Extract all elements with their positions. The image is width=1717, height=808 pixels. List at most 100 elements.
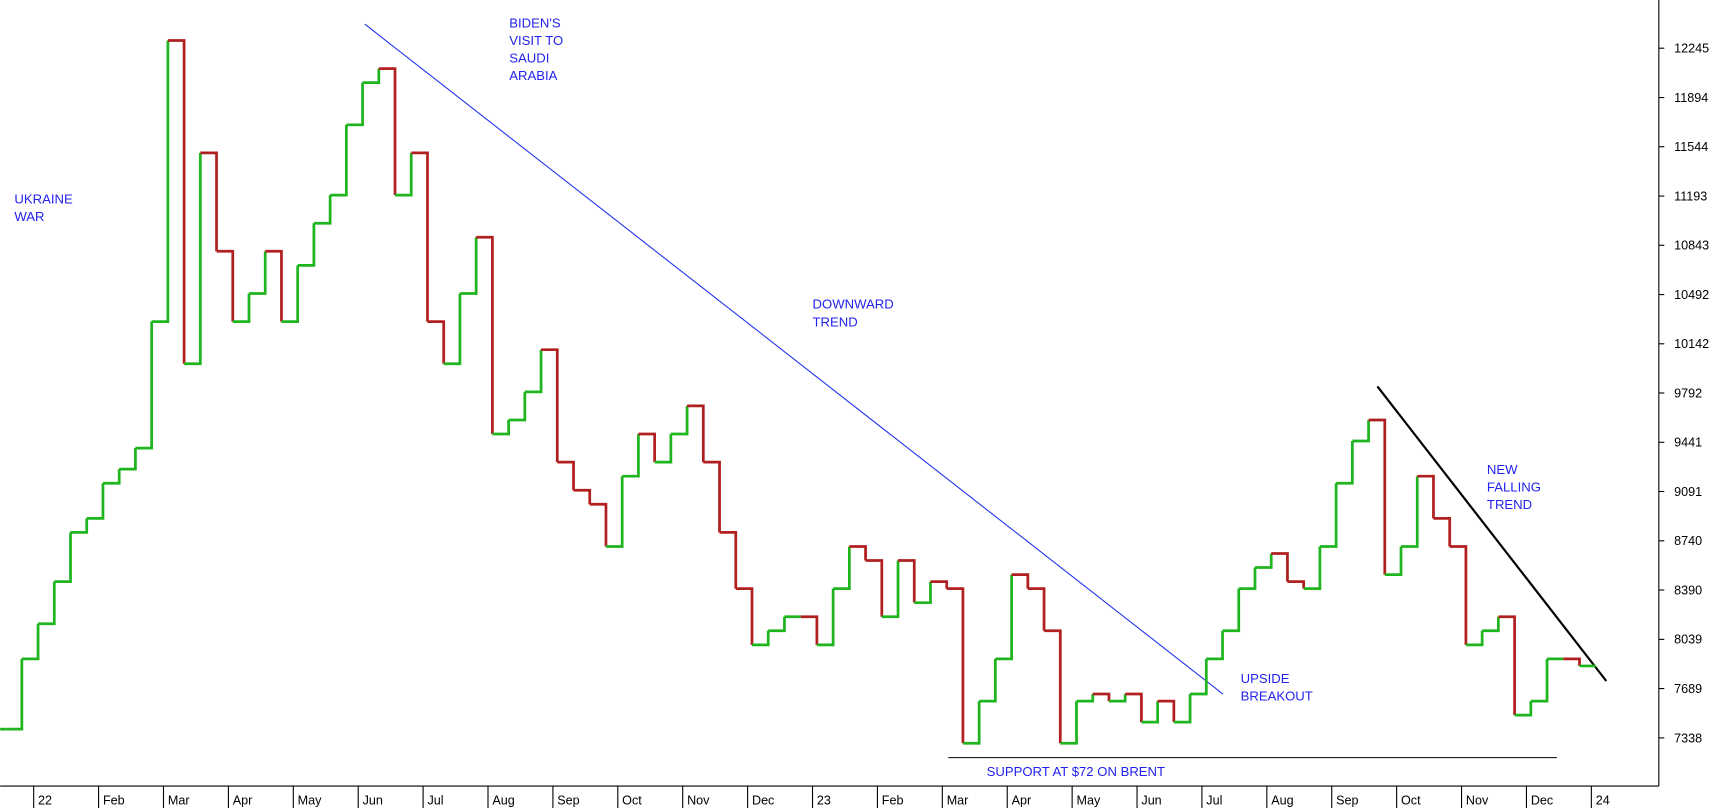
x-tick-label: Dec: [752, 794, 774, 808]
y-tick-label: 10142: [1674, 337, 1709, 351]
price-step: [898, 559, 916, 603]
falling-trend-line: [1376, 385, 1608, 682]
x-tick-label: Aug: [492, 794, 514, 808]
annotation-line: TREND: [813, 314, 858, 329]
annotation-line: SUPPORT AT $72 ON BRENT: [987, 764, 1165, 779]
price-step: [1044, 629, 1062, 744]
price-step: [313, 195, 332, 225]
annotation: NEW FALLING TREND: [1487, 462, 1541, 512]
x-tick-label: Jul: [427, 794, 443, 808]
price-step: [1190, 658, 1208, 696]
price-step: [459, 237, 478, 295]
y-tick-label: 12245: [1674, 42, 1709, 56]
price-step: [687, 404, 705, 463]
annotation-line: DOWNWARD: [813, 297, 894, 312]
price-step: [248, 251, 267, 295]
price-step: [54, 532, 72, 583]
price-step: [151, 40, 170, 323]
annotation-line: WAR: [14, 209, 44, 224]
price-step: [1368, 418, 1387, 575]
price-step: [1303, 546, 1322, 590]
price-step: [670, 405, 689, 436]
price-step: [508, 391, 527, 422]
price-step: [1482, 616, 1500, 633]
y-tick-label: 9091: [1674, 485, 1702, 499]
x-tick-label: 22: [38, 794, 52, 808]
x-tick-label: Oct: [1401, 794, 1421, 808]
price-step: [1449, 545, 1468, 645]
price-step: [38, 581, 56, 626]
price-step: [86, 483, 105, 520]
price-step: [1514, 701, 1533, 717]
x-tick-label: May: [1077, 794, 1101, 808]
annotation-line: SAUDI: [509, 50, 549, 65]
price-step: [1060, 701, 1078, 745]
y-tick-label: 7689: [1674, 682, 1702, 696]
price-step: [70, 518, 89, 534]
x-tick-label: Jun: [1141, 794, 1161, 808]
y-tick-label: 8740: [1674, 534, 1702, 548]
y-tick-label: 11193: [1674, 189, 1707, 203]
x-tick-label: Feb: [103, 794, 125, 808]
annotation: DOWNWARD TREND: [813, 297, 894, 330]
price-step: [427, 320, 446, 364]
price-step: [281, 265, 300, 323]
price-step: [524, 349, 543, 394]
price-step: [800, 615, 819, 645]
price-step: [1498, 615, 1516, 716]
x-tick-label: 24: [1596, 794, 1610, 808]
y-tick-label: 10843: [1674, 239, 1709, 253]
x-tick-label: Aug: [1271, 794, 1293, 808]
price-step: [1222, 588, 1241, 633]
price-step: [1417, 474, 1435, 519]
annotation-line: BIDEN'S: [509, 15, 561, 30]
price-step: [346, 82, 364, 127]
price-step: [330, 124, 348, 197]
y-tick-label: 11544: [1674, 140, 1708, 154]
price-step: [1027, 587, 1046, 631]
annotation: UKRAINE WAR: [14, 192, 73, 225]
price-step: [557, 460, 575, 491]
y-tick-label: 8039: [1674, 633, 1702, 647]
annotation: BIDEN'S VISIT TO SAUDI ARABIA: [509, 15, 563, 83]
price-step: [979, 658, 997, 703]
price-step: [1319, 483, 1338, 548]
price-step: [443, 293, 462, 366]
price-step: [216, 249, 235, 322]
price-step: [119, 448, 137, 471]
price-step: [1173, 694, 1192, 724]
price-step: [1433, 516, 1452, 547]
price-step: [1287, 580, 1306, 589]
price-step: [833, 546, 851, 590]
annotation-line: BREAKOUT: [1241, 689, 1313, 704]
price-step: [1401, 476, 1419, 548]
downward-trend-line: [364, 23, 1224, 695]
price-step: [1108, 694, 1127, 703]
price-step: [411, 151, 429, 322]
price-step: [881, 560, 900, 619]
annotation-line: TREND: [1487, 497, 1532, 512]
price-step: [1157, 699, 1176, 723]
price-step: [962, 701, 981, 745]
annotation: UPSIDE BREAKOUT: [1241, 671, 1313, 704]
y-tick-label: 8390: [1674, 583, 1702, 597]
price-step: [1238, 567, 1257, 590]
price-step: [395, 152, 413, 197]
price-step: [1384, 546, 1403, 576]
price-step: [167, 39, 186, 364]
annotation: SUPPORT AT $72 ON BRENT: [987, 764, 1165, 779]
price-step: [638, 432, 657, 463]
y-tick-label: 9441: [1674, 436, 1702, 450]
price-step: [1563, 657, 1581, 666]
y-tick-label: 9792: [1674, 386, 1702, 400]
price-step: [816, 588, 835, 647]
price-step: [102, 469, 121, 485]
x-tick-label: 23: [817, 794, 831, 808]
price-step: [1092, 692, 1111, 702]
price-step: [719, 531, 738, 589]
price-step: [265, 249, 283, 322]
price-step: [1530, 658, 1549, 703]
price-step: [1125, 692, 1143, 723]
price-step: [1336, 441, 1354, 485]
